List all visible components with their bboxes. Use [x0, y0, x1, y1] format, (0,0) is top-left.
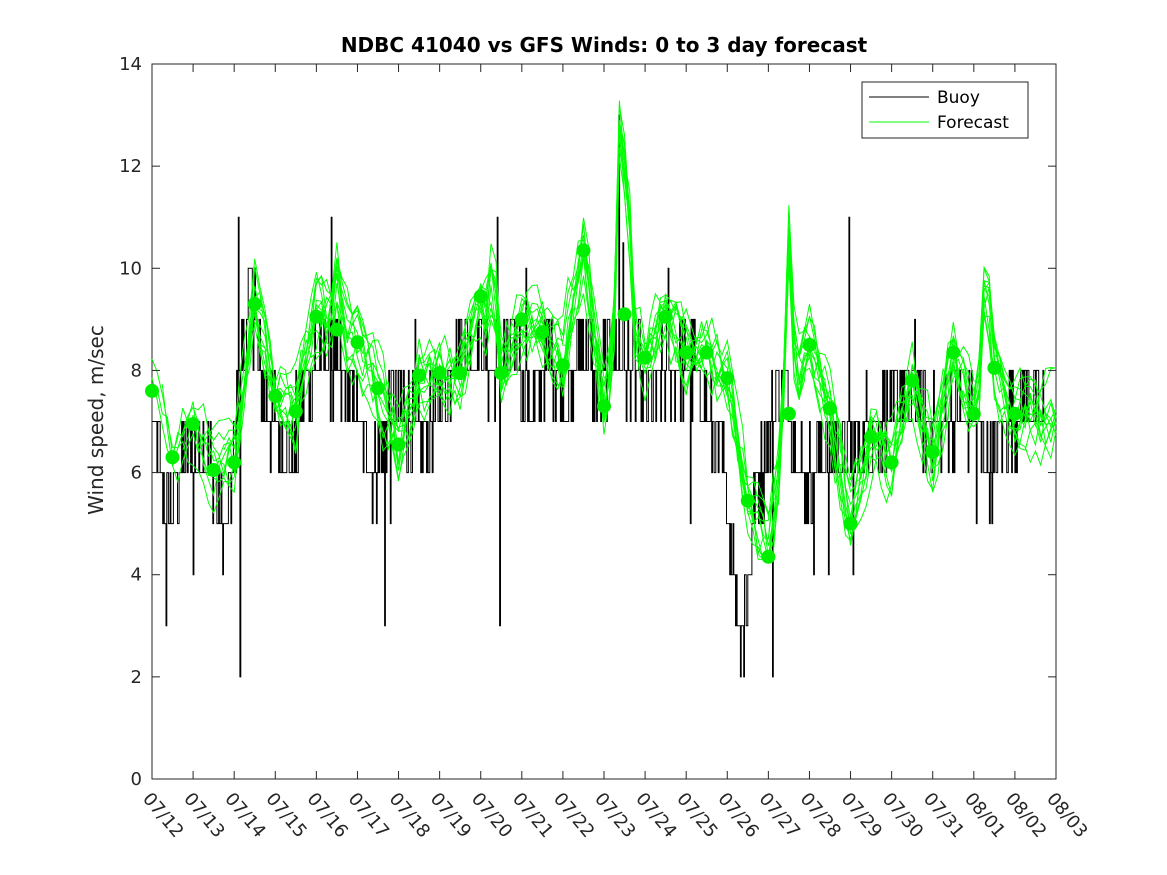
forecast-marker-11 [350, 335, 365, 350]
forecast-marker-34 [823, 401, 837, 416]
forecast-marker-12 [371, 381, 385, 396]
forecast-marker-21 [555, 358, 570, 373]
forecast-marker-1 [145, 383, 159, 398]
forecast-marker-40 [946, 345, 961, 360]
forecast-marker-2 [165, 450, 180, 465]
y-tick-label: 2 [131, 667, 142, 688]
forecast-marker-33 [802, 337, 817, 352]
forecast-marker-15 [432, 366, 447, 380]
y-tick-label: 10 [119, 258, 142, 279]
forecast-marker-4 [206, 463, 221, 477]
forecast-marker-30 [740, 493, 755, 508]
forecast-marker-13 [391, 437, 406, 452]
forecast-marker-27 [679, 345, 694, 360]
y-tick-label: 14 [119, 54, 142, 75]
y-tick-label: 6 [131, 463, 142, 484]
forecast-marker-20 [535, 325, 550, 340]
y-tick-label: 12 [119, 156, 142, 177]
forecast-marker-41 [966, 406, 981, 421]
y-axis-label: Wind speed, m/sec [84, 325, 108, 515]
forecast-marker-36 [864, 429, 879, 444]
forecast-markers [145, 243, 1022, 564]
forecast-marker-22 [576, 243, 591, 258]
buoy-series [152, 114, 1045, 678]
y-tick-label: 0 [131, 769, 142, 790]
forecast-marker-10 [329, 322, 344, 337]
forecast-marker-23 [597, 399, 611, 414]
y-tick-label: 4 [131, 565, 142, 586]
forecast-run-11 [223, 148, 1057, 560]
y-axis-ticks: 0 2 4 6 8 10 12 14 [119, 54, 1056, 790]
forecast-marker-35 [843, 516, 858, 531]
forecast-marker-5 [227, 455, 242, 470]
forecast-marker-19 [514, 312, 529, 327]
legend-buoy-label: Buoy [937, 88, 980, 108]
forecast-marker-43 [1007, 406, 1022, 421]
forecast-run-8 [161, 126, 1057, 546]
forecast-marker-18 [494, 366, 509, 380]
buoy-line [152, 114, 1045, 678]
forecast-marker-28 [699, 345, 714, 360]
chart-title: NDBC 41040 vs GFS Winds: 0 to 3 day fore… [341, 33, 868, 57]
legend: Buoy Forecast [861, 81, 1029, 139]
forecast-marker-39 [925, 445, 940, 460]
forecast-marker-3 [186, 417, 201, 432]
forecast-marker-17 [473, 289, 488, 304]
forecast-marker-26 [658, 309, 673, 324]
legend-forecast-label: Forecast [937, 113, 1009, 133]
forecast-marker-25 [638, 350, 653, 365]
forecast-marker-37 [884, 455, 899, 470]
forecast-run-4 [192, 147, 1057, 560]
forecast-marker-42 [987, 360, 1002, 375]
forecast-marker-38 [905, 373, 920, 388]
forecast-marker-7 [268, 389, 283, 403]
forecast-marker-6 [247, 297, 262, 311]
forecast-marker-24 [617, 307, 632, 322]
forecast-marker-16 [453, 366, 468, 380]
forecast-marker-8 [288, 404, 303, 419]
forecast-marker-32 [781, 406, 796, 421]
forecast-marker-31 [761, 549, 776, 564]
forecast-marker-14 [412, 368, 427, 383]
forecast-marker-9 [309, 309, 324, 324]
forecast-run-12 [244, 130, 1057, 560]
y-tick-label: 8 [131, 360, 142, 381]
forecast-marker-29 [720, 371, 735, 386]
legend-box [861, 81, 1029, 139]
